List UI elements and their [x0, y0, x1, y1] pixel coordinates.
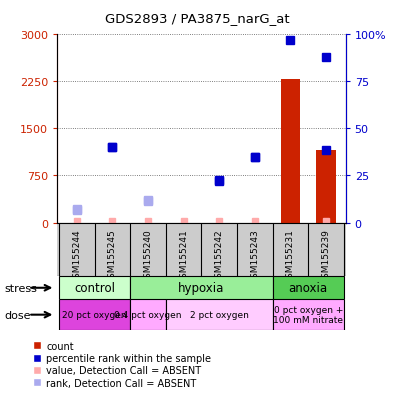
Bar: [130, 277, 273, 299]
Text: GSM155244: GSM155244: [72, 228, 81, 283]
Bar: [273, 277, 344, 299]
Text: GSM155241: GSM155241: [179, 228, 188, 283]
Text: hypoxia: hypoxia: [178, 282, 225, 294]
Text: 20 pct oxygen: 20 pct oxygen: [62, 311, 127, 319]
Text: control: control: [74, 282, 115, 294]
Text: 0.4 pct oxygen: 0.4 pct oxygen: [114, 311, 182, 319]
Text: stress: stress: [4, 283, 37, 293]
Bar: [59, 299, 130, 330]
Text: GSM155240: GSM155240: [143, 228, 152, 283]
Text: GSM155245: GSM155245: [108, 228, 117, 283]
Bar: [281, 80, 300, 223]
Text: GSM155242: GSM155242: [215, 228, 224, 283]
Bar: [130, 299, 166, 330]
Bar: [59, 277, 130, 299]
Text: dose: dose: [4, 310, 30, 320]
Bar: [316, 151, 336, 223]
Text: GSM155231: GSM155231: [286, 228, 295, 283]
Bar: [166, 299, 273, 330]
Bar: [273, 299, 344, 330]
Text: GSM155239: GSM155239: [322, 228, 331, 283]
Text: 0 pct oxygen +
100 mM nitrate: 0 pct oxygen + 100 mM nitrate: [273, 305, 343, 325]
Text: anoxia: anoxia: [289, 282, 328, 294]
Text: 2 pct oxygen: 2 pct oxygen: [190, 311, 249, 319]
Legend: count, percentile rank within the sample, value, Detection Call = ABSENT, rank, : count, percentile rank within the sample…: [28, 337, 215, 392]
Text: GDS2893 / PA3875_narG_at: GDS2893 / PA3875_narG_at: [105, 12, 290, 25]
Text: GSM155243: GSM155243: [250, 228, 260, 283]
